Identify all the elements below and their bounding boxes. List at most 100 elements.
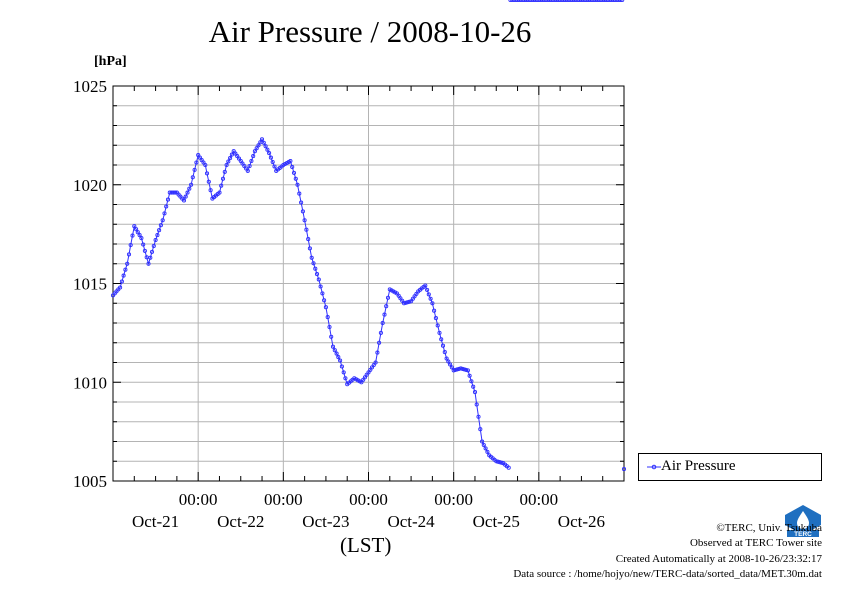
data-point — [511, 0, 517, 3]
data-point — [306, 237, 311, 242]
data-point — [267, 151, 272, 156]
data-point — [581, 0, 586, 3]
data-point — [621, 467, 627, 472]
data-point — [506, 465, 511, 470]
data-point — [572, 0, 577, 3]
data-point — [164, 204, 169, 209]
data-point — [531, 0, 536, 3]
data-point — [460, 366, 465, 371]
footer-copyright: ©TERC, Univ. Tsukuba — [716, 522, 822, 534]
data-point — [222, 169, 227, 174]
data-point — [384, 304, 389, 309]
data-point — [165, 197, 171, 202]
data-point — [304, 227, 309, 232]
data-point — [256, 143, 261, 148]
data-point — [616, 0, 621, 3]
data-point — [265, 147, 270, 152]
data-point — [556, 0, 561, 3]
data-point — [252, 149, 257, 154]
data-point — [510, 0, 515, 3]
data-point — [442, 350, 447, 355]
data-point — [600, 0, 605, 3]
data-point — [118, 285, 123, 290]
data-point — [123, 267, 128, 272]
data-point — [251, 154, 256, 159]
data-point — [173, 190, 178, 195]
data-point — [446, 359, 451, 364]
data-point — [462, 367, 467, 372]
data-point — [618, 0, 623, 3]
data-point — [254, 146, 259, 151]
data-point — [483, 446, 488, 451]
y-tick-label: 1025 — [73, 77, 107, 96]
data-point — [423, 283, 428, 288]
data-point — [433, 316, 438, 321]
data-point — [582, 0, 588, 3]
data-point — [203, 162, 208, 168]
data-point — [448, 362, 453, 367]
data-point — [554, 0, 559, 3]
data-point — [476, 414, 481, 419]
data-point — [135, 230, 140, 235]
data-point — [620, 0, 625, 3]
data-point — [481, 442, 486, 448]
data-point — [181, 198, 187, 203]
data-point — [513, 0, 518, 3]
data-point — [535, 0, 540, 3]
data-point — [339, 364, 344, 369]
data-point — [607, 0, 612, 3]
data-point — [320, 291, 325, 296]
y-tick-label: 1010 — [73, 373, 107, 392]
data-point — [495, 459, 501, 464]
data-point — [141, 242, 146, 247]
data-point — [313, 266, 318, 271]
data-point — [343, 376, 348, 381]
data-point — [153, 237, 158, 243]
y-tick-label: 1005 — [73, 472, 107, 491]
data-point — [426, 292, 431, 297]
data-point — [598, 0, 603, 3]
data-point — [259, 137, 265, 142]
data-point — [538, 0, 543, 3]
data-point — [290, 164, 295, 170]
data-point — [611, 0, 616, 3]
data-point — [385, 295, 391, 300]
data-point — [316, 277, 321, 282]
data-point — [322, 298, 327, 303]
data-point — [549, 0, 554, 3]
data-point — [614, 0, 619, 3]
data-point — [382, 312, 387, 317]
chart-title: Air Pressure / 2008-10-26 — [208, 14, 532, 49]
data-point — [378, 330, 383, 335]
data-point — [565, 0, 570, 3]
data-point — [597, 0, 602, 3]
data-point — [119, 279, 124, 284]
x-tick-time-label: 00:00 — [179, 490, 218, 509]
data-point — [471, 384, 476, 389]
data-point — [142, 248, 147, 253]
footer-created: Created Automatically at 2008-10-26/23:3… — [615, 552, 822, 565]
data-point — [160, 218, 165, 223]
data-point — [545, 0, 550, 3]
data-point — [480, 439, 485, 444]
data-point — [155, 233, 160, 238]
data-point — [485, 449, 490, 454]
data-point — [314, 272, 320, 277]
data-point — [469, 379, 474, 384]
data-point — [263, 144, 268, 149]
footer-observed: Observed at TERC Tower site — [689, 537, 822, 550]
data-point — [558, 0, 563, 3]
data-point — [146, 261, 151, 266]
data-point — [330, 344, 336, 349]
data-point — [584, 0, 589, 3]
data-point — [139, 236, 144, 241]
data-point — [517, 0, 522, 3]
data-point — [229, 152, 234, 157]
x-day-label: Oct-25 — [473, 512, 520, 531]
data-point — [579, 0, 584, 3]
data-point — [577, 0, 582, 3]
data-point — [192, 167, 197, 172]
x-day-label: Oct-26 — [558, 512, 605, 531]
data-point — [609, 0, 614, 3]
data-point — [455, 367, 460, 372]
